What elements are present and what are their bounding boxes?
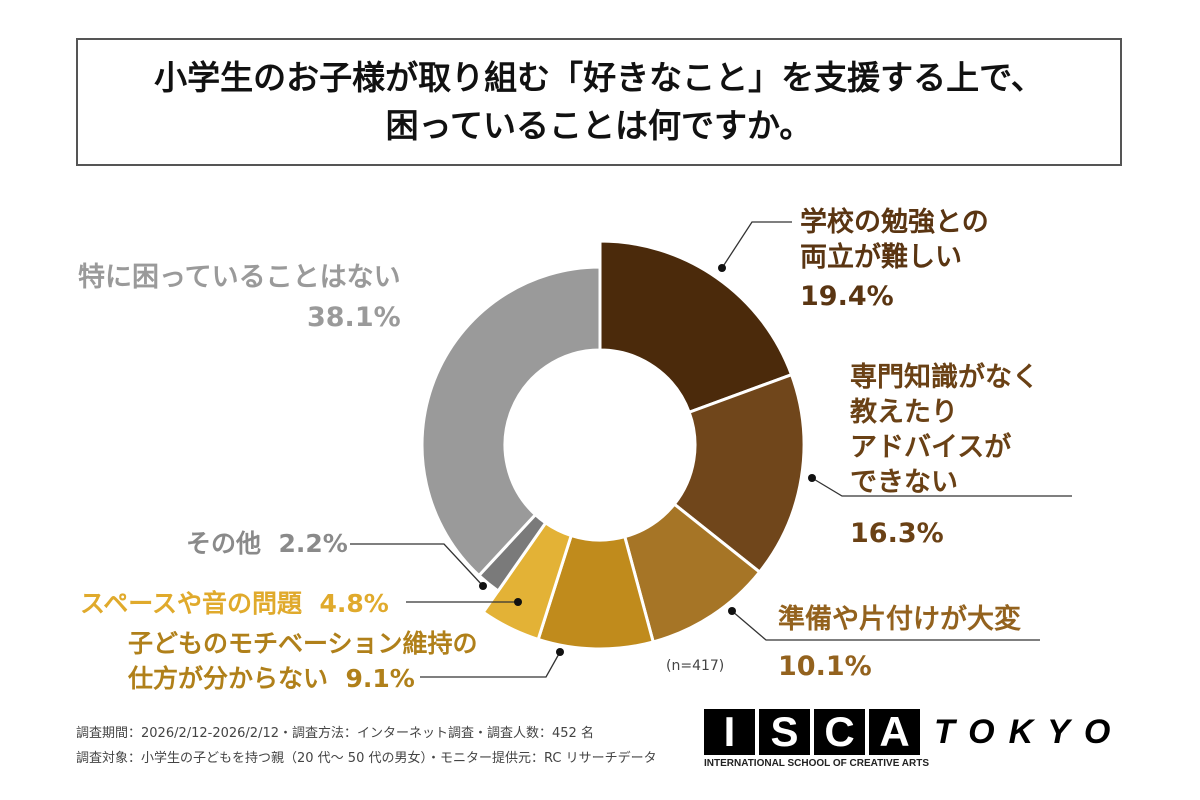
slice-0 bbox=[598, 239, 794, 415]
leader-dot-1 bbox=[808, 474, 816, 482]
logo-letter: C bbox=[814, 709, 865, 755]
label-text: その他 bbox=[186, 529, 262, 558]
label-slice-2: 準備や片付けが大変 10.1% bbox=[778, 602, 1021, 684]
leader-dot-2 bbox=[728, 607, 736, 615]
logo-letter: A bbox=[869, 709, 920, 755]
label-text: 専門知識がなく bbox=[850, 362, 1039, 393]
leader-line-5 bbox=[350, 543, 484, 587]
leader-dot-4 bbox=[514, 598, 522, 606]
leader-line-1 bbox=[811, 477, 1072, 497]
sample-size-note: (n=417) bbox=[666, 658, 725, 674]
leader-lines bbox=[350, 221, 1072, 678]
label-value: 9.1% bbox=[345, 664, 415, 693]
label-text: スペースや音の問題 bbox=[80, 589, 303, 618]
label-slice-6: 特に困っていることはない 38.1% bbox=[78, 258, 401, 338]
label-text: 学校の勉強との bbox=[800, 207, 989, 238]
label-value: 10.1% bbox=[778, 651, 872, 682]
label-slice-5: その他 2.2% bbox=[186, 526, 348, 561]
chart-title: 小学生のお子様が取り組む「好きなこと」を支援する上で、 困っていることは何ですか… bbox=[76, 38, 1122, 166]
slice-4 bbox=[481, 520, 574, 642]
title-line-1: 小学生のお子様が取り組む「好きなこと」を支援する上で、 bbox=[154, 58, 1044, 97]
label-text: 教えたり bbox=[850, 397, 958, 428]
label-text: できない bbox=[850, 467, 958, 498]
label-slice-0: 学校の勉強との 両立が難しい 19.4% bbox=[800, 205, 989, 314]
leader-line-3 bbox=[420, 651, 561, 678]
label-text: 両立が難しい bbox=[800, 242, 962, 273]
label-text: 子どものモチベーション維持の bbox=[128, 629, 478, 658]
leader-line-2 bbox=[731, 610, 1040, 641]
logo-letter: S bbox=[759, 709, 810, 755]
leader-dot-5 bbox=[479, 582, 487, 590]
slice-6 bbox=[420, 265, 602, 578]
logo-tokyo: TOKYO bbox=[934, 713, 1125, 751]
label-text: 準備や片付けが大変 bbox=[778, 604, 1021, 635]
title-line-2: 困っていることは何ですか。 bbox=[385, 106, 813, 145]
slice-1 bbox=[672, 372, 806, 575]
label-slice-1: 専門知識がなく 教えたり アドバイスが できない 16.3% bbox=[850, 360, 1039, 551]
label-line2: 仕方が分からない 9.1% bbox=[128, 661, 478, 696]
label-value: 38.1% bbox=[306, 302, 401, 333]
leader-line-0 bbox=[721, 221, 792, 269]
leader-dot-0 bbox=[718, 264, 726, 272]
label-text: 仕方が分からない bbox=[128, 664, 329, 693]
label-slice-3: 子どものモチベーション維持の 仕方が分からない 9.1% bbox=[128, 626, 478, 696]
label-value: 16.3% bbox=[850, 518, 944, 549]
footer-survey-period: 調査期間：2026/2/12-2026/2/12・調査方法：インターネット調査・… bbox=[76, 726, 594, 741]
leader-dot-3 bbox=[556, 648, 564, 656]
label-text: アドバイスが bbox=[850, 432, 1012, 463]
footer-survey-target: 調査対象：小学生の子どもを持つ親（20 代～ 50 代の男女）・モニター提供元：… bbox=[76, 751, 657, 766]
label-slice-4: スペースや音の問題 4.8% bbox=[80, 586, 389, 621]
label-value: 2.2% bbox=[278, 529, 348, 558]
logo-letter: I bbox=[704, 709, 755, 755]
label-text: 特に困っていることはない bbox=[78, 262, 401, 293]
logo-subtitle: INTERNATIONAL SCHOOL OF CREATIVE ARTS bbox=[704, 758, 930, 769]
label-value: 19.4% bbox=[800, 281, 894, 312]
label-value: 4.8% bbox=[319, 589, 389, 618]
